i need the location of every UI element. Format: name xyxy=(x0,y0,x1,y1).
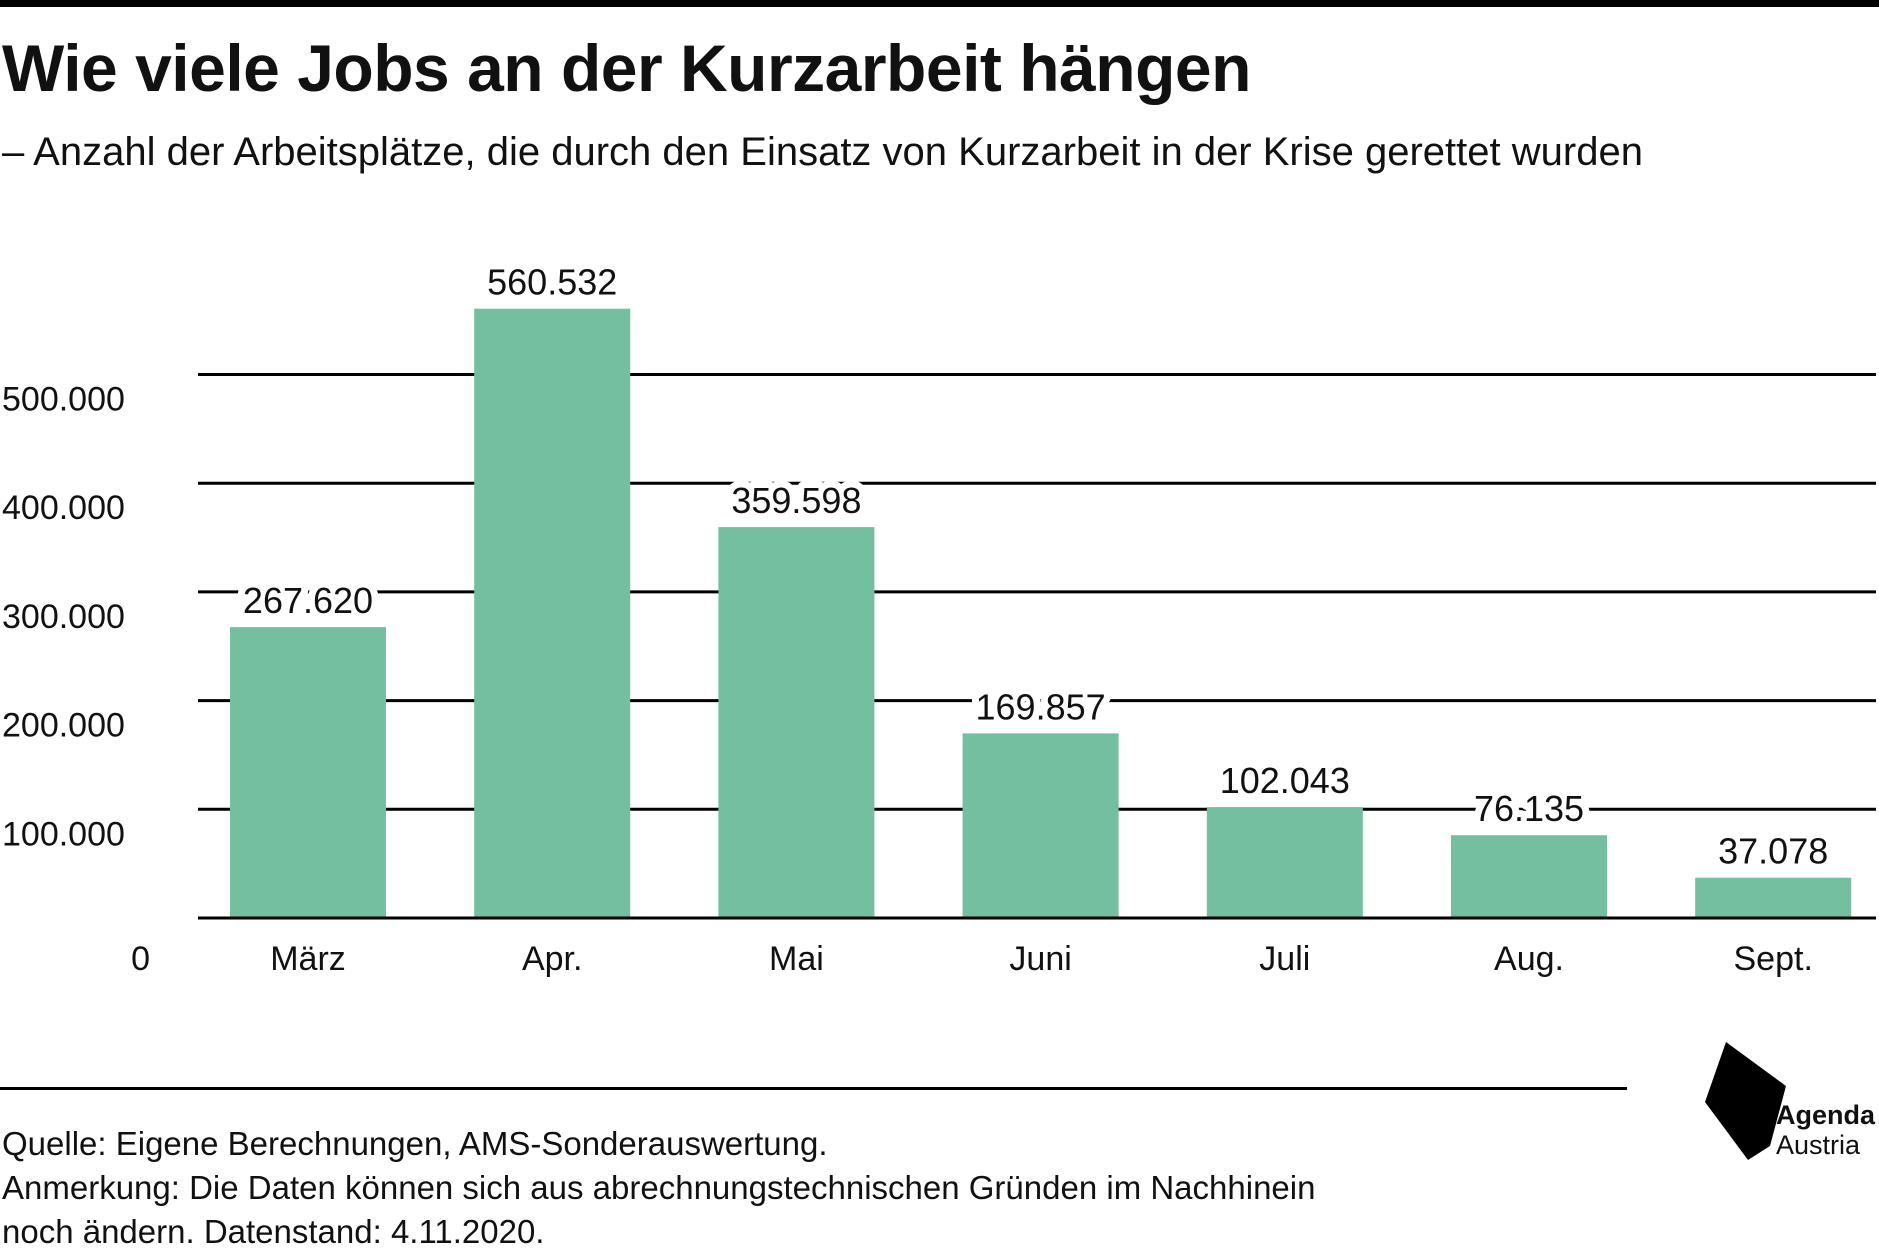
source-block: Quelle: Eigene Berechnungen, AMS-Sondera… xyxy=(2,1122,1622,1254)
x-tick-label: März xyxy=(270,940,346,978)
chart-title: Wie viele Jobs an der Kurzarbeit hängen xyxy=(2,31,1251,105)
x-tick-label: Aug. xyxy=(1494,940,1564,978)
bar xyxy=(718,527,875,918)
note-line-1: Anmerkung: Die Daten können sich aus abr… xyxy=(2,1169,1316,1206)
y-tick-label: 100.000 xyxy=(2,815,125,853)
bar xyxy=(1451,835,1607,918)
logo-line-1: Agenda xyxy=(1776,1100,1876,1130)
data-label: 37.078 xyxy=(1718,831,1828,872)
top-rule xyxy=(0,0,1879,7)
data-label: 560.532 xyxy=(487,262,617,303)
y-tick-label: 200.000 xyxy=(2,707,125,745)
footer-rule xyxy=(0,1087,1627,1090)
y-tick-label: 0 xyxy=(131,940,150,978)
bar xyxy=(962,733,1119,918)
agenda-austria-logo-icon xyxy=(1705,1042,1786,1160)
data-label: 76.135 xyxy=(1474,788,1584,829)
y-tick-label: 400.000 xyxy=(2,489,125,527)
data-label: 169.857 xyxy=(976,686,1106,727)
x-tick-label: Juli xyxy=(1259,940,1310,978)
chart-subtitle: – Anzahl der Arbeitsplätze, die durch de… xyxy=(2,130,1643,174)
bar xyxy=(1695,877,1852,918)
y-tick-label: 500.000 xyxy=(2,381,125,419)
y-tick-label: 300.000 xyxy=(2,598,125,636)
source-text: Quelle: Eigene Berechnungen, AMS-Sondera… xyxy=(2,1125,828,1162)
logo-line-2: Austria xyxy=(1776,1130,1861,1160)
bar xyxy=(230,627,386,918)
x-tick-label: Juni xyxy=(1009,940,1071,978)
logo-wordmark: Agenda Austria xyxy=(1776,1100,1875,1160)
x-tick-label: Mai xyxy=(769,940,824,978)
data-label: 359.598 xyxy=(731,480,861,521)
x-tick-label: Sept. xyxy=(1734,940,1813,978)
data-label: 267.620 xyxy=(243,580,373,621)
x-tick-label: Apr. xyxy=(522,940,582,978)
data-label: 102.043 xyxy=(1220,760,1350,801)
note-line-2: noch ändern. Datenstand: 4.11.2020. xyxy=(2,1213,545,1250)
bar xyxy=(1206,807,1363,918)
bar xyxy=(474,308,631,918)
bar-chart: 0 100.000 200.000 300.000 400.000 500.000 267.… xyxy=(2,261,1876,978)
